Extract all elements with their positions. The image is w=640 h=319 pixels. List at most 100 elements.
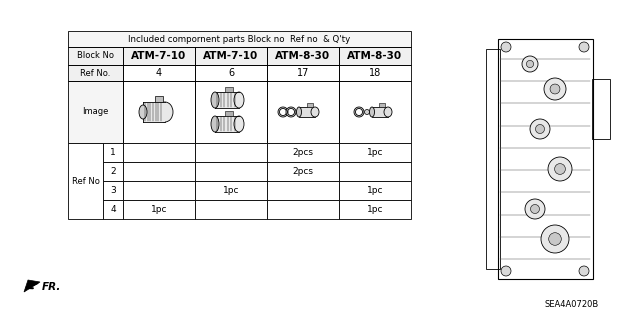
Circle shape <box>579 42 589 52</box>
Text: ATM-7-10: ATM-7-10 <box>204 51 259 61</box>
Text: 17: 17 <box>297 68 309 78</box>
Bar <box>498 39 593 279</box>
Bar <box>267 143 339 162</box>
Ellipse shape <box>296 107 301 117</box>
Bar <box>68 47 123 65</box>
Text: 4: 4 <box>156 68 162 78</box>
Bar <box>339 81 411 143</box>
Text: 4: 4 <box>110 205 116 214</box>
Bar <box>123 200 195 219</box>
Bar <box>267 47 339 65</box>
Bar <box>372 107 388 117</box>
Bar <box>215 116 239 132</box>
Circle shape <box>530 119 550 139</box>
Text: 2pcs: 2pcs <box>292 167 314 176</box>
Bar <box>592 79 610 139</box>
Text: SEA4A0720B: SEA4A0720B <box>545 300 599 309</box>
Bar <box>339 181 411 200</box>
Bar <box>155 96 163 102</box>
Bar <box>379 103 385 107</box>
Bar <box>267 65 339 81</box>
Bar <box>123 81 195 143</box>
Circle shape <box>541 225 569 253</box>
Ellipse shape <box>369 107 374 117</box>
Bar <box>68 65 123 81</box>
Text: Block No: Block No <box>77 51 114 61</box>
Bar <box>195 143 267 162</box>
Circle shape <box>548 157 572 181</box>
Bar <box>68 65 123 81</box>
Text: ATM-7-10: ATM-7-10 <box>131 51 187 61</box>
Bar <box>143 102 165 122</box>
Bar <box>103 162 123 181</box>
Bar <box>195 181 267 200</box>
Ellipse shape <box>311 107 319 117</box>
Bar <box>195 162 267 181</box>
Bar <box>123 47 195 65</box>
Circle shape <box>501 42 511 52</box>
Circle shape <box>501 266 511 276</box>
Bar <box>339 47 411 65</box>
Ellipse shape <box>139 105 147 119</box>
Bar <box>486 49 500 269</box>
Bar <box>103 143 123 162</box>
Circle shape <box>550 84 560 94</box>
Circle shape <box>365 109 369 115</box>
Circle shape <box>579 266 589 276</box>
Bar <box>123 181 195 200</box>
Bar <box>307 103 313 107</box>
Circle shape <box>526 60 534 68</box>
Bar <box>267 162 339 181</box>
Bar <box>195 81 267 143</box>
Bar <box>123 47 195 65</box>
Text: 1: 1 <box>110 148 116 157</box>
Bar <box>123 65 195 81</box>
Text: Ref No: Ref No <box>72 176 99 186</box>
Bar <box>195 65 267 81</box>
Bar <box>339 200 411 219</box>
Circle shape <box>544 78 566 100</box>
Bar <box>123 162 195 181</box>
Text: 2pcs: 2pcs <box>292 148 314 157</box>
Text: Image: Image <box>83 108 109 116</box>
Ellipse shape <box>234 116 244 132</box>
Text: Included compornent parts Block no  Ref no  & Q'ty: Included compornent parts Block no Ref n… <box>129 34 351 43</box>
Bar <box>267 181 339 200</box>
Bar <box>215 92 239 108</box>
Text: 1pc: 1pc <box>367 148 383 157</box>
Bar <box>103 181 123 200</box>
Bar <box>225 87 233 92</box>
Circle shape <box>525 199 545 219</box>
Text: 2: 2 <box>110 167 116 176</box>
Circle shape <box>536 124 545 133</box>
Text: 18: 18 <box>369 68 381 78</box>
Bar <box>299 107 315 117</box>
Circle shape <box>531 204 540 213</box>
Text: 1pc: 1pc <box>223 186 239 195</box>
Bar <box>339 65 411 81</box>
Bar <box>68 31 411 47</box>
Bar <box>267 47 339 65</box>
Text: 6: 6 <box>228 68 234 78</box>
Bar <box>68 81 123 143</box>
Bar <box>339 162 411 181</box>
Bar <box>225 111 233 116</box>
Ellipse shape <box>157 102 173 122</box>
Bar <box>339 143 411 162</box>
Text: ATM-8-30: ATM-8-30 <box>348 51 403 61</box>
Bar <box>103 200 123 219</box>
Ellipse shape <box>211 116 219 132</box>
Bar <box>68 143 103 219</box>
Text: FR.: FR. <box>42 282 61 292</box>
Text: 1pc: 1pc <box>367 186 383 195</box>
Text: 1pc: 1pc <box>151 205 167 214</box>
Text: 1pc: 1pc <box>367 205 383 214</box>
Text: Ref No.: Ref No. <box>80 69 111 78</box>
Polygon shape <box>24 280 40 292</box>
Ellipse shape <box>211 92 219 108</box>
Bar <box>267 200 339 219</box>
Text: ATM-8-30: ATM-8-30 <box>275 51 331 61</box>
Circle shape <box>522 56 538 72</box>
Bar <box>339 47 411 65</box>
Bar <box>195 47 267 65</box>
